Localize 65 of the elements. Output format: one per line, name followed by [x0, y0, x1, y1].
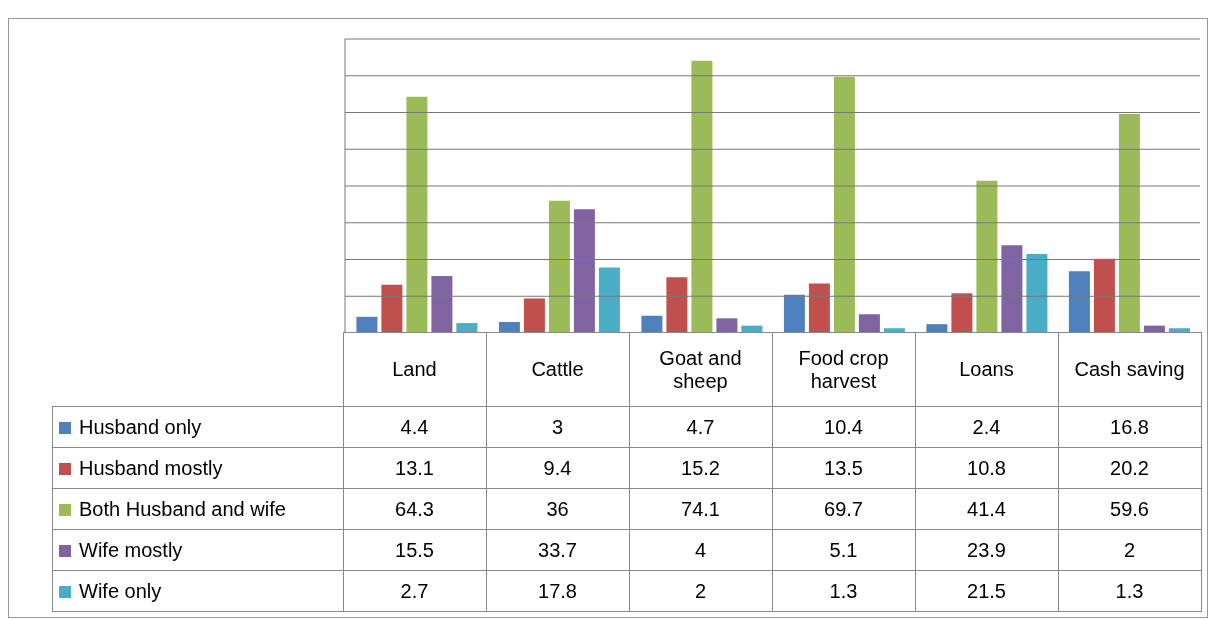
- bar: [666, 277, 688, 333]
- data-label: 74.1: [629, 488, 772, 530]
- bar: [716, 318, 738, 333]
- bar: [523, 298, 545, 333]
- data-label: 13.5: [772, 447, 915, 489]
- bar: [833, 76, 855, 333]
- bar: [573, 209, 595, 333]
- data-label: 20.2: [1058, 447, 1201, 489]
- data-label: 5.1: [772, 529, 915, 571]
- bar: [951, 293, 973, 333]
- bar: [381, 284, 403, 333]
- data-label: 16.8: [1058, 406, 1201, 448]
- legend-label: Both Husband and wife: [52, 488, 343, 530]
- data-label: 15.5: [343, 529, 486, 571]
- data-label: 17.8: [486, 570, 629, 612]
- x-tick-label: Cattle: [486, 332, 629, 407]
- legend-label: Wife mostly: [52, 529, 343, 571]
- data-label: 10.4: [772, 406, 915, 448]
- bar: [356, 316, 378, 333]
- data-label: 36: [486, 488, 629, 530]
- bar: [1093, 258, 1115, 333]
- bar: [783, 294, 805, 333]
- data-label: 59.6: [1058, 488, 1201, 530]
- data-label: 23.9: [915, 529, 1058, 571]
- data-label: 69.7: [772, 488, 915, 530]
- bar: [1068, 271, 1090, 333]
- bar: [1026, 253, 1048, 333]
- bar: [548, 200, 570, 333]
- data-label: 64.3: [343, 488, 486, 530]
- data-label: 2: [1058, 529, 1201, 571]
- data-label: 21.5: [915, 570, 1058, 612]
- bar: [641, 315, 663, 333]
- data-label: 1.3: [1058, 570, 1201, 612]
- data-label: 2.7: [343, 570, 486, 612]
- bar: [808, 283, 830, 333]
- bar: [976, 180, 998, 333]
- data-label: 4.7: [629, 406, 772, 448]
- bar: [691, 60, 713, 333]
- data-label: 2: [629, 570, 772, 612]
- data-label: 9.4: [486, 447, 629, 489]
- x-tick-label: Cash saving: [1058, 332, 1201, 407]
- data-label: 2.4: [915, 406, 1058, 448]
- bar: [406, 96, 428, 333]
- data-label: 13.1: [343, 447, 486, 489]
- legend-label: Husband only: [52, 406, 343, 448]
- data-label: 10.8: [915, 447, 1058, 489]
- x-tick-label: Loans: [915, 332, 1058, 407]
- bar: [1001, 245, 1023, 333]
- data-label: 4.4: [343, 406, 486, 448]
- legend-label: Wife only: [52, 570, 343, 612]
- x-tick-label: Land: [343, 332, 486, 407]
- data-label: 15.2: [629, 447, 772, 489]
- data-label: 33.7: [486, 529, 629, 571]
- bar: [1118, 113, 1140, 333]
- bar: [858, 314, 880, 333]
- data-label: 3: [486, 406, 629, 448]
- x-tick-label: Food crop harvest: [772, 332, 915, 407]
- bar: [598, 267, 620, 333]
- data-label: 41.4: [915, 488, 1058, 530]
- legend-label: Husband mostly: [52, 447, 343, 489]
- bar: [431, 276, 453, 333]
- x-tick-label: Goat and sheep: [629, 332, 772, 407]
- bar: [498, 321, 520, 333]
- data-label: 4: [629, 529, 772, 571]
- data-label: 1.3: [772, 570, 915, 612]
